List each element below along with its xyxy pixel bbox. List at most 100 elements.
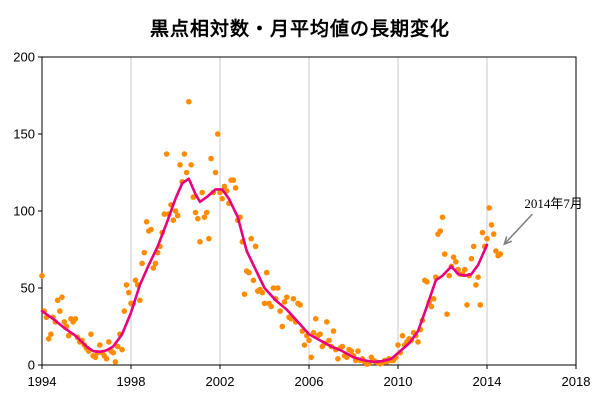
monthly-point — [424, 279, 430, 285]
monthly-point — [121, 308, 128, 314]
monthly-point — [183, 169, 190, 176]
annotations: 2014年7月 — [503, 196, 583, 246]
monthly-point — [326, 337, 332, 344]
monthly-point — [197, 239, 203, 245]
monthly-point — [335, 356, 341, 362]
monthly-point — [479, 229, 486, 236]
annotation-arrow-head — [503, 236, 513, 246]
monthly-point — [57, 308, 63, 314]
x-tick-label: 2006 — [295, 374, 324, 389]
monthly-point — [263, 269, 270, 276]
monthly-point — [297, 302, 303, 308]
y-tick-label: 200 — [13, 50, 35, 65]
monthly-point — [88, 331, 94, 338]
monthly-point — [172, 208, 179, 214]
monthly-point — [324, 319, 330, 325]
monthly-point — [137, 297, 143, 304]
monthly-point — [217, 189, 223, 196]
monthly-point — [441, 251, 448, 257]
monthly-point — [330, 328, 337, 334]
monthly-point — [446, 272, 453, 279]
monthly-point — [484, 235, 490, 242]
monthly-point — [177, 162, 183, 168]
monthly-point — [317, 331, 323, 338]
monthly-point — [490, 231, 497, 237]
monthly-point — [221, 183, 228, 190]
monthly-point — [279, 323, 286, 330]
smoothed-line — [40, 177, 489, 364]
monthly-point — [301, 342, 308, 348]
monthly-point — [143, 219, 150, 225]
monthly-point — [112, 359, 119, 365]
monthly-point — [270, 285, 277, 291]
monthly-point — [199, 189, 205, 196]
x-tick-label: 2014 — [473, 374, 502, 389]
monthly-point — [339, 343, 346, 350]
y-tick-label: 100 — [13, 204, 35, 219]
monthly-point — [306, 337, 312, 344]
monthly-point — [493, 248, 499, 254]
monthly-point — [45, 336, 52, 342]
monthly-point — [152, 260, 159, 267]
y-tick-label: 0 — [28, 358, 35, 373]
smoothed-curve — [40, 177, 489, 364]
chart-title: 黒点相対数・月平均値の長期変化 — [149, 18, 450, 40]
monthly-point — [259, 289, 266, 296]
monthly-point — [475, 274, 481, 281]
monthly-point — [464, 302, 470, 308]
monthly-point — [59, 294, 65, 301]
monthly-point — [281, 299, 288, 305]
x-tick-label: 2002 — [206, 374, 235, 389]
monthly-point — [437, 228, 444, 234]
monthly-point — [468, 255, 475, 262]
monthly-point — [110, 349, 116, 356]
annotation-arrow-shaft — [503, 213, 533, 245]
monthly-point — [192, 209, 199, 216]
y-tick-label: 150 — [13, 127, 35, 142]
y-tick-label: 50 — [21, 281, 35, 296]
monthly-point — [61, 319, 68, 325]
x-tick-label: 2010 — [384, 374, 413, 389]
monthly-point — [103, 356, 110, 362]
monthly-point — [308, 354, 315, 361]
monthly-point — [212, 169, 219, 176]
monthly-point — [477, 302, 484, 308]
monthly-point — [430, 296, 437, 302]
monthly-point — [141, 249, 148, 256]
monthly-point — [277, 308, 283, 314]
monthly-point — [215, 131, 221, 137]
monthly-point — [395, 342, 401, 348]
monthly-point — [72, 316, 79, 322]
monthly-point — [150, 265, 157, 271]
monthly-point — [148, 226, 154, 233]
x-tick-label: 2018 — [562, 374, 591, 389]
monthly-point — [250, 277, 257, 284]
monthly-point — [310, 329, 317, 336]
monthly-point — [39, 272, 45, 279]
monthly-point — [161, 211, 168, 217]
monthly-point — [170, 217, 177, 223]
monthly-point — [355, 348, 361, 354]
annotation-label: 2014年7月 — [524, 196, 583, 211]
monthly-point — [246, 269, 252, 276]
monthly-point — [174, 212, 181, 219]
monthly-points — [39, 98, 504, 368]
monthly-point — [290, 296, 297, 302]
monthly-point — [188, 162, 194, 168]
axes — [38, 56, 577, 369]
tick-labels: 0 50 100 150 200 1994 1998 2002 2006 2010 2014 2018 — [13, 50, 590, 390]
monthly-point — [219, 195, 225, 202]
grid-lines — [130, 57, 488, 365]
monthly-point — [126, 289, 132, 296]
monthly-point — [201, 214, 208, 220]
monthly-point — [284, 294, 290, 301]
x-tick-label: 1994 — [28, 374, 57, 389]
monthly-point — [139, 260, 145, 267]
monthly-point — [312, 316, 319, 322]
monthly-point — [132, 277, 139, 284]
monthly-point — [241, 291, 248, 298]
monthly-point — [275, 285, 281, 291]
monthly-point — [119, 346, 125, 353]
monthly-point — [54, 297, 61, 304]
